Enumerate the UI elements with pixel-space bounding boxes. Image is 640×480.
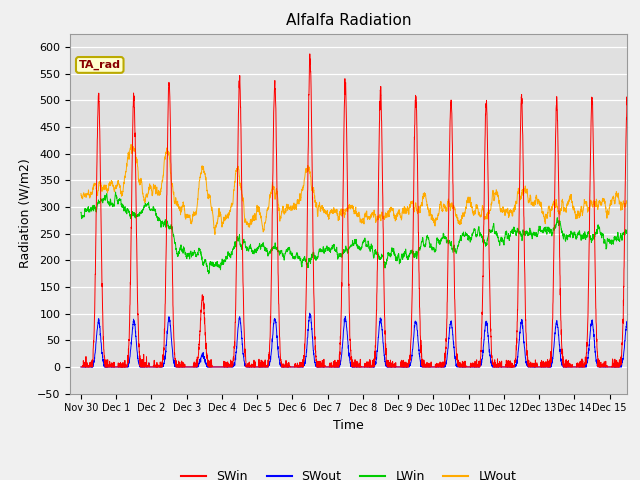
LWin xyxy=(519,231,527,237)
LWout xyxy=(519,189,527,194)
SWin xyxy=(519,129,527,134)
LWin xyxy=(174,251,182,256)
SWout xyxy=(77,364,85,370)
Line: LWin: LWin xyxy=(81,192,640,274)
SWin xyxy=(174,364,182,370)
Legend: SWin, SWout, LWin, LWout: SWin, SWout, LWin, LWout xyxy=(176,465,522,480)
LWin xyxy=(205,271,212,276)
LWin xyxy=(494,235,502,241)
Text: TA_rad: TA_rad xyxy=(79,60,121,70)
Line: LWout: LWout xyxy=(81,144,640,235)
SWin xyxy=(306,51,314,57)
LWout xyxy=(453,215,461,221)
SWout xyxy=(306,310,314,316)
LWin xyxy=(453,245,461,251)
LWin xyxy=(112,189,120,195)
SWin xyxy=(453,351,461,357)
LWout xyxy=(77,191,85,196)
Line: SWin: SWin xyxy=(81,54,640,367)
LWout xyxy=(174,202,182,207)
SWin xyxy=(442,344,450,350)
SWout xyxy=(511,364,518,370)
LWout xyxy=(511,204,518,210)
LWin xyxy=(442,234,450,240)
SWin xyxy=(494,364,502,370)
LWout xyxy=(494,193,502,199)
SWout xyxy=(442,359,450,365)
LWout xyxy=(442,208,450,214)
LWout xyxy=(211,232,219,238)
SWin xyxy=(511,364,518,370)
Line: SWout: SWout xyxy=(81,313,640,367)
LWin xyxy=(511,227,518,232)
SWout xyxy=(519,323,527,328)
SWout xyxy=(494,364,502,370)
SWout xyxy=(174,364,182,370)
X-axis label: Time: Time xyxy=(333,419,364,432)
LWout xyxy=(127,142,135,147)
SWin xyxy=(77,364,85,370)
Title: Alfalfa Radiation: Alfalfa Radiation xyxy=(286,13,412,28)
Y-axis label: Radiation (W/m2): Radiation (W/m2) xyxy=(19,159,32,268)
LWin xyxy=(77,209,85,215)
SWout xyxy=(453,362,461,368)
